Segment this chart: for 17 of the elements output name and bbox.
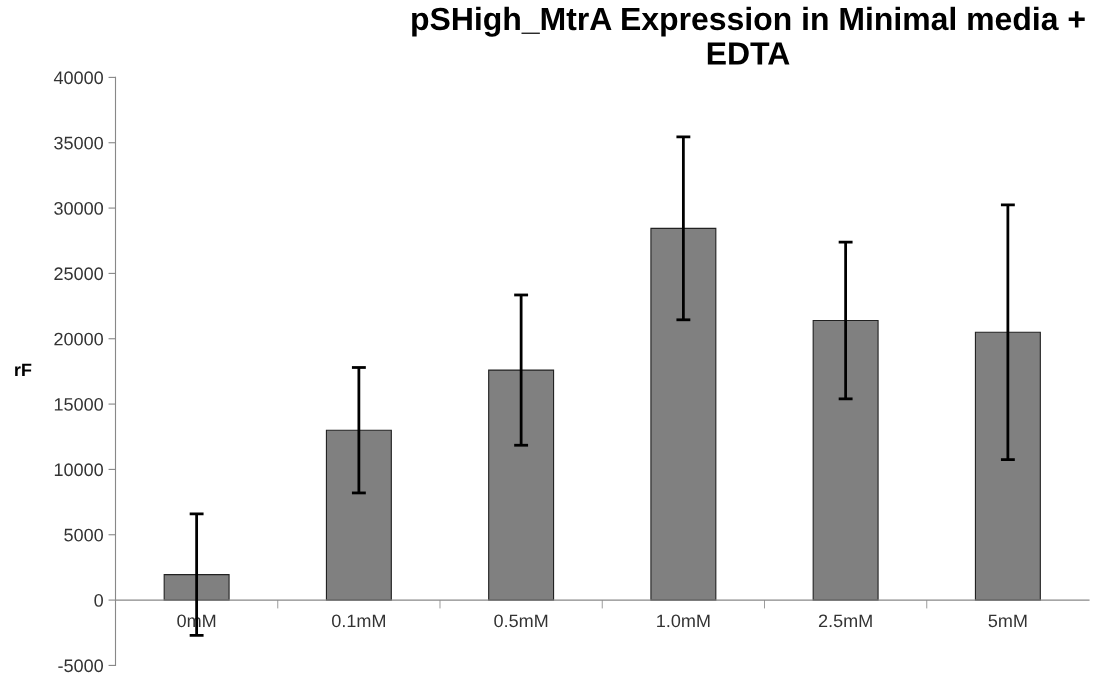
y-tick-label: 25000	[54, 267, 103, 281]
y-tick-label: 35000	[54, 136, 103, 150]
y-tick-label: 30000	[54, 202, 103, 215]
y-tick-label: 0	[94, 594, 103, 607]
x-tick-label: 1.0mM	[657, 614, 710, 628]
y-tick-label: -5000	[58, 659, 103, 673]
chart-title: pSHigh_MtrA Expression in Minimal media + EDTA	[412, 6, 1085, 65]
y-tick-label: 40000	[53, 71, 103, 85]
y-tick-label: 10000	[54, 463, 103, 477]
x-tick-label: 5mM	[988, 614, 1027, 628]
x-tick-label: 0.5mM	[494, 614, 548, 628]
y-axis-title: rF	[15, 363, 32, 377]
y-tick-label: 20000	[54, 332, 103, 346]
y-tick-label: 15000	[54, 398, 103, 411]
x-tick-label: 2.5mM	[818, 614, 872, 628]
x-tick-label: 0.1mM	[331, 614, 385, 628]
y-tick-label: 5000	[64, 528, 103, 542]
